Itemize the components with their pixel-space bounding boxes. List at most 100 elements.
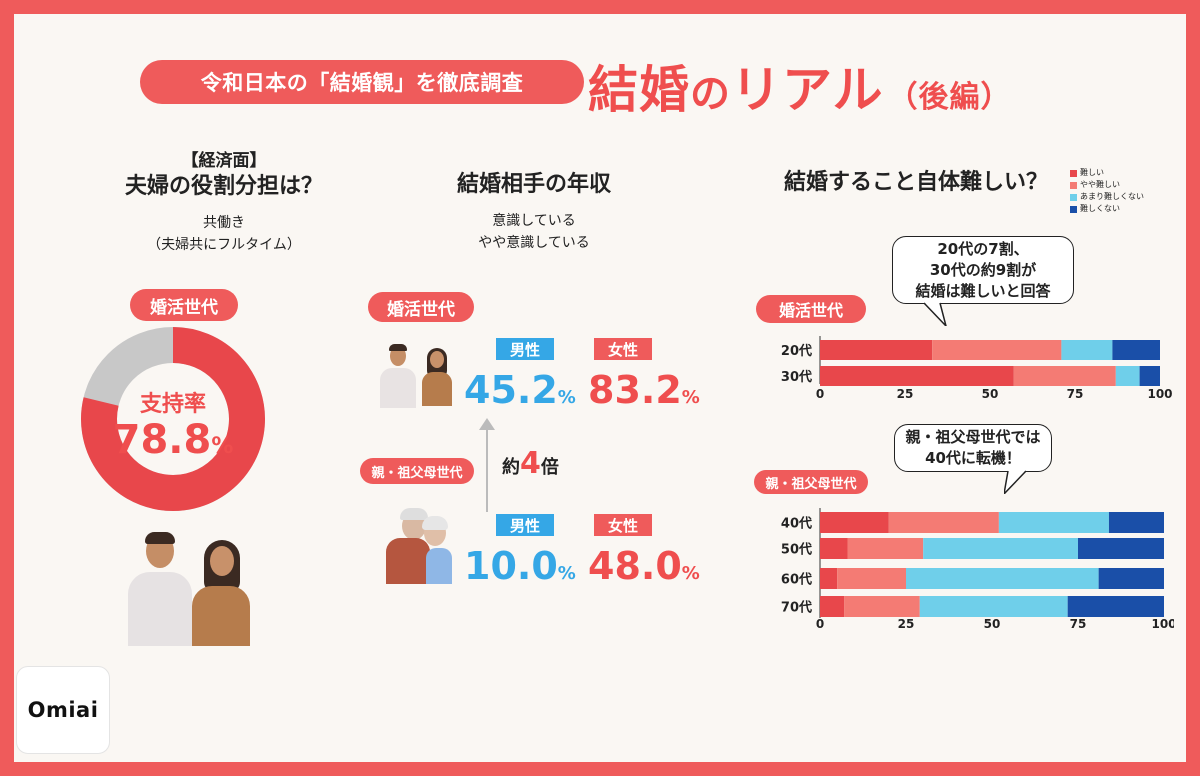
x-tick-label: 100	[1147, 387, 1172, 400]
legend-swatch-1	[1070, 181, 1077, 189]
male-value-1-num: 45.2	[464, 368, 558, 412]
female-value-1-num: 83.2	[588, 368, 682, 412]
female-tag-2: 女性	[594, 514, 652, 536]
male-value-2-num: 10.0	[464, 544, 558, 588]
bar-segment	[1115, 366, 1140, 386]
c3-group1-label: 婚活世代	[756, 295, 866, 323]
legend-label-1: やや難しい	[1080, 180, 1120, 189]
x-tick-label: 75	[1067, 387, 1084, 400]
donut-fill	[81, 327, 265, 511]
female-value-1-pct: %	[681, 387, 700, 408]
legend-swatch-0	[1070, 169, 1077, 177]
legend-label-0: 難しい	[1080, 168, 1104, 177]
c2-answer-line2: やや意識している	[478, 235, 590, 251]
bar-segment	[820, 366, 1014, 386]
category-label: 20代	[781, 343, 812, 359]
support-donut	[81, 327, 265, 511]
bar-segment	[1139, 366, 1160, 386]
legend-label-2: あまり難しくない	[1080, 192, 1144, 201]
x-tick-label: 25	[898, 617, 915, 630]
bar-segment	[1067, 596, 1164, 617]
bar-segment	[1112, 340, 1160, 360]
bar-segment	[820, 340, 933, 360]
bubble1-line1: 20代の7割、	[937, 240, 1029, 258]
bar-segment	[1061, 340, 1113, 360]
c1-answer-line2: （夫婦共にフルタイム）	[147, 237, 301, 253]
title-part2: の	[690, 71, 731, 117]
x-tick-label: 50	[984, 617, 1001, 630]
legend-item: 難しくない	[1070, 203, 1144, 215]
bar-segment	[820, 596, 845, 617]
category-label: 50代	[781, 542, 812, 558]
ratio-num: 4	[520, 446, 541, 481]
male-value-2-pct: %	[557, 563, 576, 584]
woman-illustration	[190, 540, 252, 646]
title-sub: （後編）	[887, 80, 1012, 115]
bar-segment	[1078, 538, 1164, 559]
man-small-illustration	[378, 344, 418, 408]
c2-question: 結婚相手の年収	[456, 172, 611, 197]
c3-question: 結婚すること自体難しい？	[784, 170, 1049, 195]
woman-small-illustration	[420, 348, 454, 406]
category-label: 60代	[781, 572, 812, 588]
bar-segment	[1098, 568, 1164, 589]
bar-segment	[837, 568, 906, 589]
elderly-couple-illustration	[386, 508, 452, 584]
logo-text: Omiai	[27, 698, 99, 722]
donut-value: 78.8%	[80, 418, 266, 469]
bar-segment	[1108, 512, 1164, 533]
bar-segment	[932, 340, 1062, 360]
female-value-2-num: 48.0	[588, 544, 682, 588]
bubble2-line2: 40代に転機！	[925, 449, 1021, 467]
c3-group2-label: 親・祖父母世代	[754, 470, 868, 494]
legend-swatch-2	[1070, 193, 1077, 201]
donut-value-num: 78.8	[112, 417, 212, 463]
legend-label-3: 難しくない	[1080, 204, 1120, 213]
legend-item: あまり難しくない	[1070, 191, 1144, 203]
donut-center-label: 支持率	[139, 392, 206, 417]
female-value-1: 83.2%	[588, 368, 700, 412]
stacked-bar-chart-2: 40代 50代 60代 70代 0 25 50 75 100	[781, 508, 1174, 630]
bar-segment	[919, 596, 1068, 617]
bar-segment	[820, 512, 889, 533]
ratio-arrow-head	[479, 418, 495, 430]
male-value-2: 10.0%	[464, 544, 576, 588]
bar-segment	[888, 512, 999, 533]
c2-answer-line1: 意識している	[492, 213, 576, 229]
bubble2-tail	[1004, 470, 1027, 494]
chart-legend: 難しい やや難しい あまり難しくない 難しくない	[1070, 167, 1144, 215]
male-tag-2: 男性	[496, 514, 554, 536]
female-tag-1: 女性	[594, 338, 652, 360]
bubble1-tail	[923, 302, 947, 326]
x-tick-label: 75	[1070, 617, 1087, 630]
bubble1-line3: 結婚は難しいと回答	[915, 282, 1051, 300]
stacked-bar-chart-1: 20代 30代 0 25 50 75 100	[781, 336, 1173, 400]
male-tag-1: 男性	[496, 338, 554, 360]
x-tick-label: 100	[1151, 617, 1174, 630]
c2-group2-label: 親・祖父母世代	[360, 458, 474, 484]
category-label: 70代	[781, 600, 812, 616]
legend-swatch-3	[1070, 205, 1077, 213]
male-value-1-pct: %	[557, 387, 576, 408]
bubble2-line1: 親・祖父母世代では	[905, 428, 1041, 446]
title-part1: 結婚	[588, 61, 690, 119]
man-illustration	[124, 532, 194, 646]
x-tick-label: 25	[897, 387, 914, 400]
female-value-2: 48.0%	[588, 544, 700, 588]
omiai-logo: Omiai	[16, 666, 110, 754]
ratio-prefix: 約	[502, 457, 520, 478]
page-title: 結婚のリアル （後編）	[588, 50, 1012, 122]
category-label: 40代	[781, 516, 812, 532]
ratio-arrow-line	[486, 428, 488, 512]
bar-segment	[844, 596, 920, 617]
bar-segment	[820, 568, 838, 589]
legend-item: 難しい	[1070, 167, 1144, 179]
x-tick-label: 50	[982, 387, 999, 400]
x-tick-label: 0	[816, 617, 824, 630]
speech-bubble-2: 親・祖父母世代では 40代に転機！	[894, 424, 1052, 472]
ratio-text: 約4倍	[502, 446, 559, 481]
male-value-1: 45.2%	[464, 368, 576, 412]
bubble1-line2: 30代の約9割が	[929, 261, 1037, 279]
bar-segment	[923, 538, 1078, 559]
donut-center: 支持率 78.8%	[80, 386, 266, 469]
